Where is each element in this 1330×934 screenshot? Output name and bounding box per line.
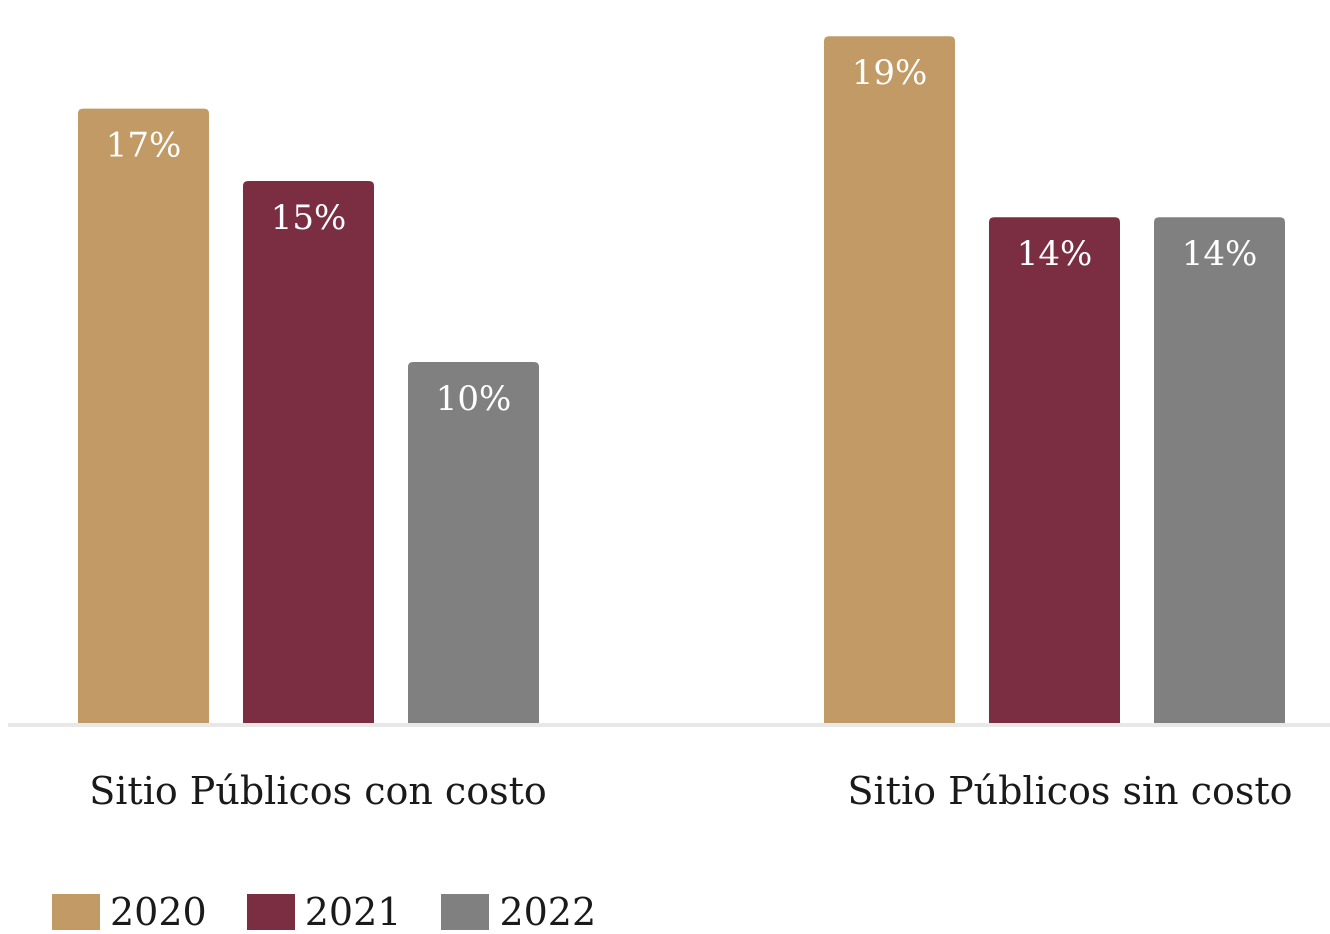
bar-2020-0 [78,108,209,725]
category-label-0: Sitio Públicos con costo [89,769,547,813]
data-label-2022-1: 14% [1182,234,1258,274]
bar-2022-1 [1154,217,1285,724]
legend-item-2021: 2021 [246,890,402,934]
legend-label-2022: 2022 [499,890,597,934]
labels-layer: 17% 15% 10% Sitio Públicos con costo 19% 14% 1… [89,53,1292,813]
bar-2021-1 [989,217,1120,724]
bar-2020-1 [824,36,955,724]
bar-2021-0 [243,181,374,724]
legend: 2020 2021 2022 [52,893,636,931]
data-label-2020-1: 19% [852,53,928,93]
legend-item-2022: 2022 [441,893,596,931]
category-label-1: Sitio Públicos sin costo [848,769,1293,813]
legend-swatch-2020 [52,894,100,930]
data-label-2020-0: 17% [106,126,182,166]
bar-chart: 17% 15% 10% Sitio Públicos con costo 19% 14% 1… [8,36,1330,813]
data-label-2021-0: 15% [271,198,347,238]
legend-swatch-2022 [441,894,490,930]
data-label-2022-0: 10% [436,379,512,419]
legend-label-2021: 2021 [304,890,402,934]
data-label-2021-1: 14% [1017,234,1093,274]
legend-item-2020: 2020 [52,893,207,931]
bar-2022-0 [408,362,539,724]
bars-layer [78,36,1285,725]
legend-label-2020: 2020 [110,890,207,934]
legend-swatch-2021 [246,894,295,930]
